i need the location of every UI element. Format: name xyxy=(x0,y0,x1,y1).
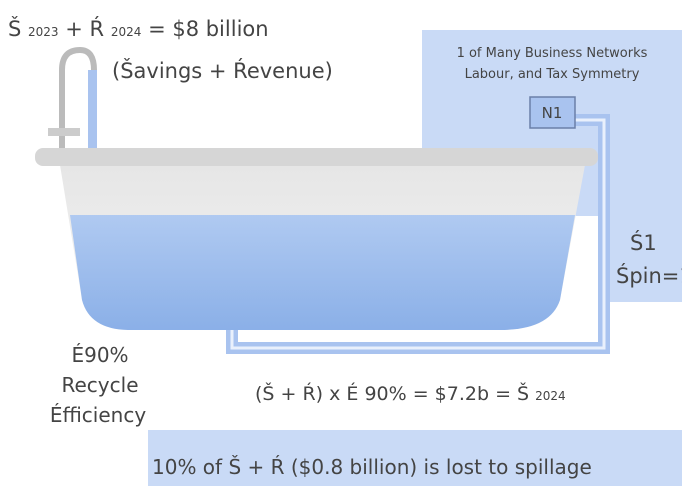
spillage: 10% of Š + Ŕ ($0.8 billion) is lost to s… xyxy=(152,455,592,479)
spin-label: Ś1 xyxy=(630,230,657,255)
recycle-formula: (Š + Ŕ) x É 90% = $7.2b = Š 2024 xyxy=(255,381,566,405)
network-line1: 1 of Many Business Networks xyxy=(457,46,648,61)
spin-value: Śpin=1 xyxy=(616,263,682,288)
tub-rim xyxy=(35,148,598,166)
eq-plus-r: + Ŕ xyxy=(65,16,104,41)
eq-s: Š xyxy=(8,16,21,41)
infographic: N1 Š 2023 + Ŕ 2024 = $8 billion (Šavings… xyxy=(0,0,682,486)
efficiency-line3: Éfficiency xyxy=(50,403,147,427)
equation: Š 2023 + Ŕ 2024 = $8 billion xyxy=(8,16,269,41)
eq-s-year: 2023 xyxy=(28,25,59,39)
formula-year: 2024 xyxy=(535,389,566,403)
formula: (Š + Ŕ) x É 90% = $7.2b = Š xyxy=(255,381,529,405)
efficiency-line1: É90% xyxy=(71,343,128,367)
eq-r-year: 2024 xyxy=(111,25,142,39)
node-label: N1 xyxy=(542,104,563,122)
eq-total: = $8 billion xyxy=(148,17,269,41)
water xyxy=(70,215,575,330)
subtitle: (Šavings + Ŕevenue) xyxy=(112,58,333,83)
network-line2: Labour, and Tax Symmetry xyxy=(465,67,640,82)
faucet-handle xyxy=(48,128,80,136)
efficiency-line2: Recycle xyxy=(62,373,139,397)
